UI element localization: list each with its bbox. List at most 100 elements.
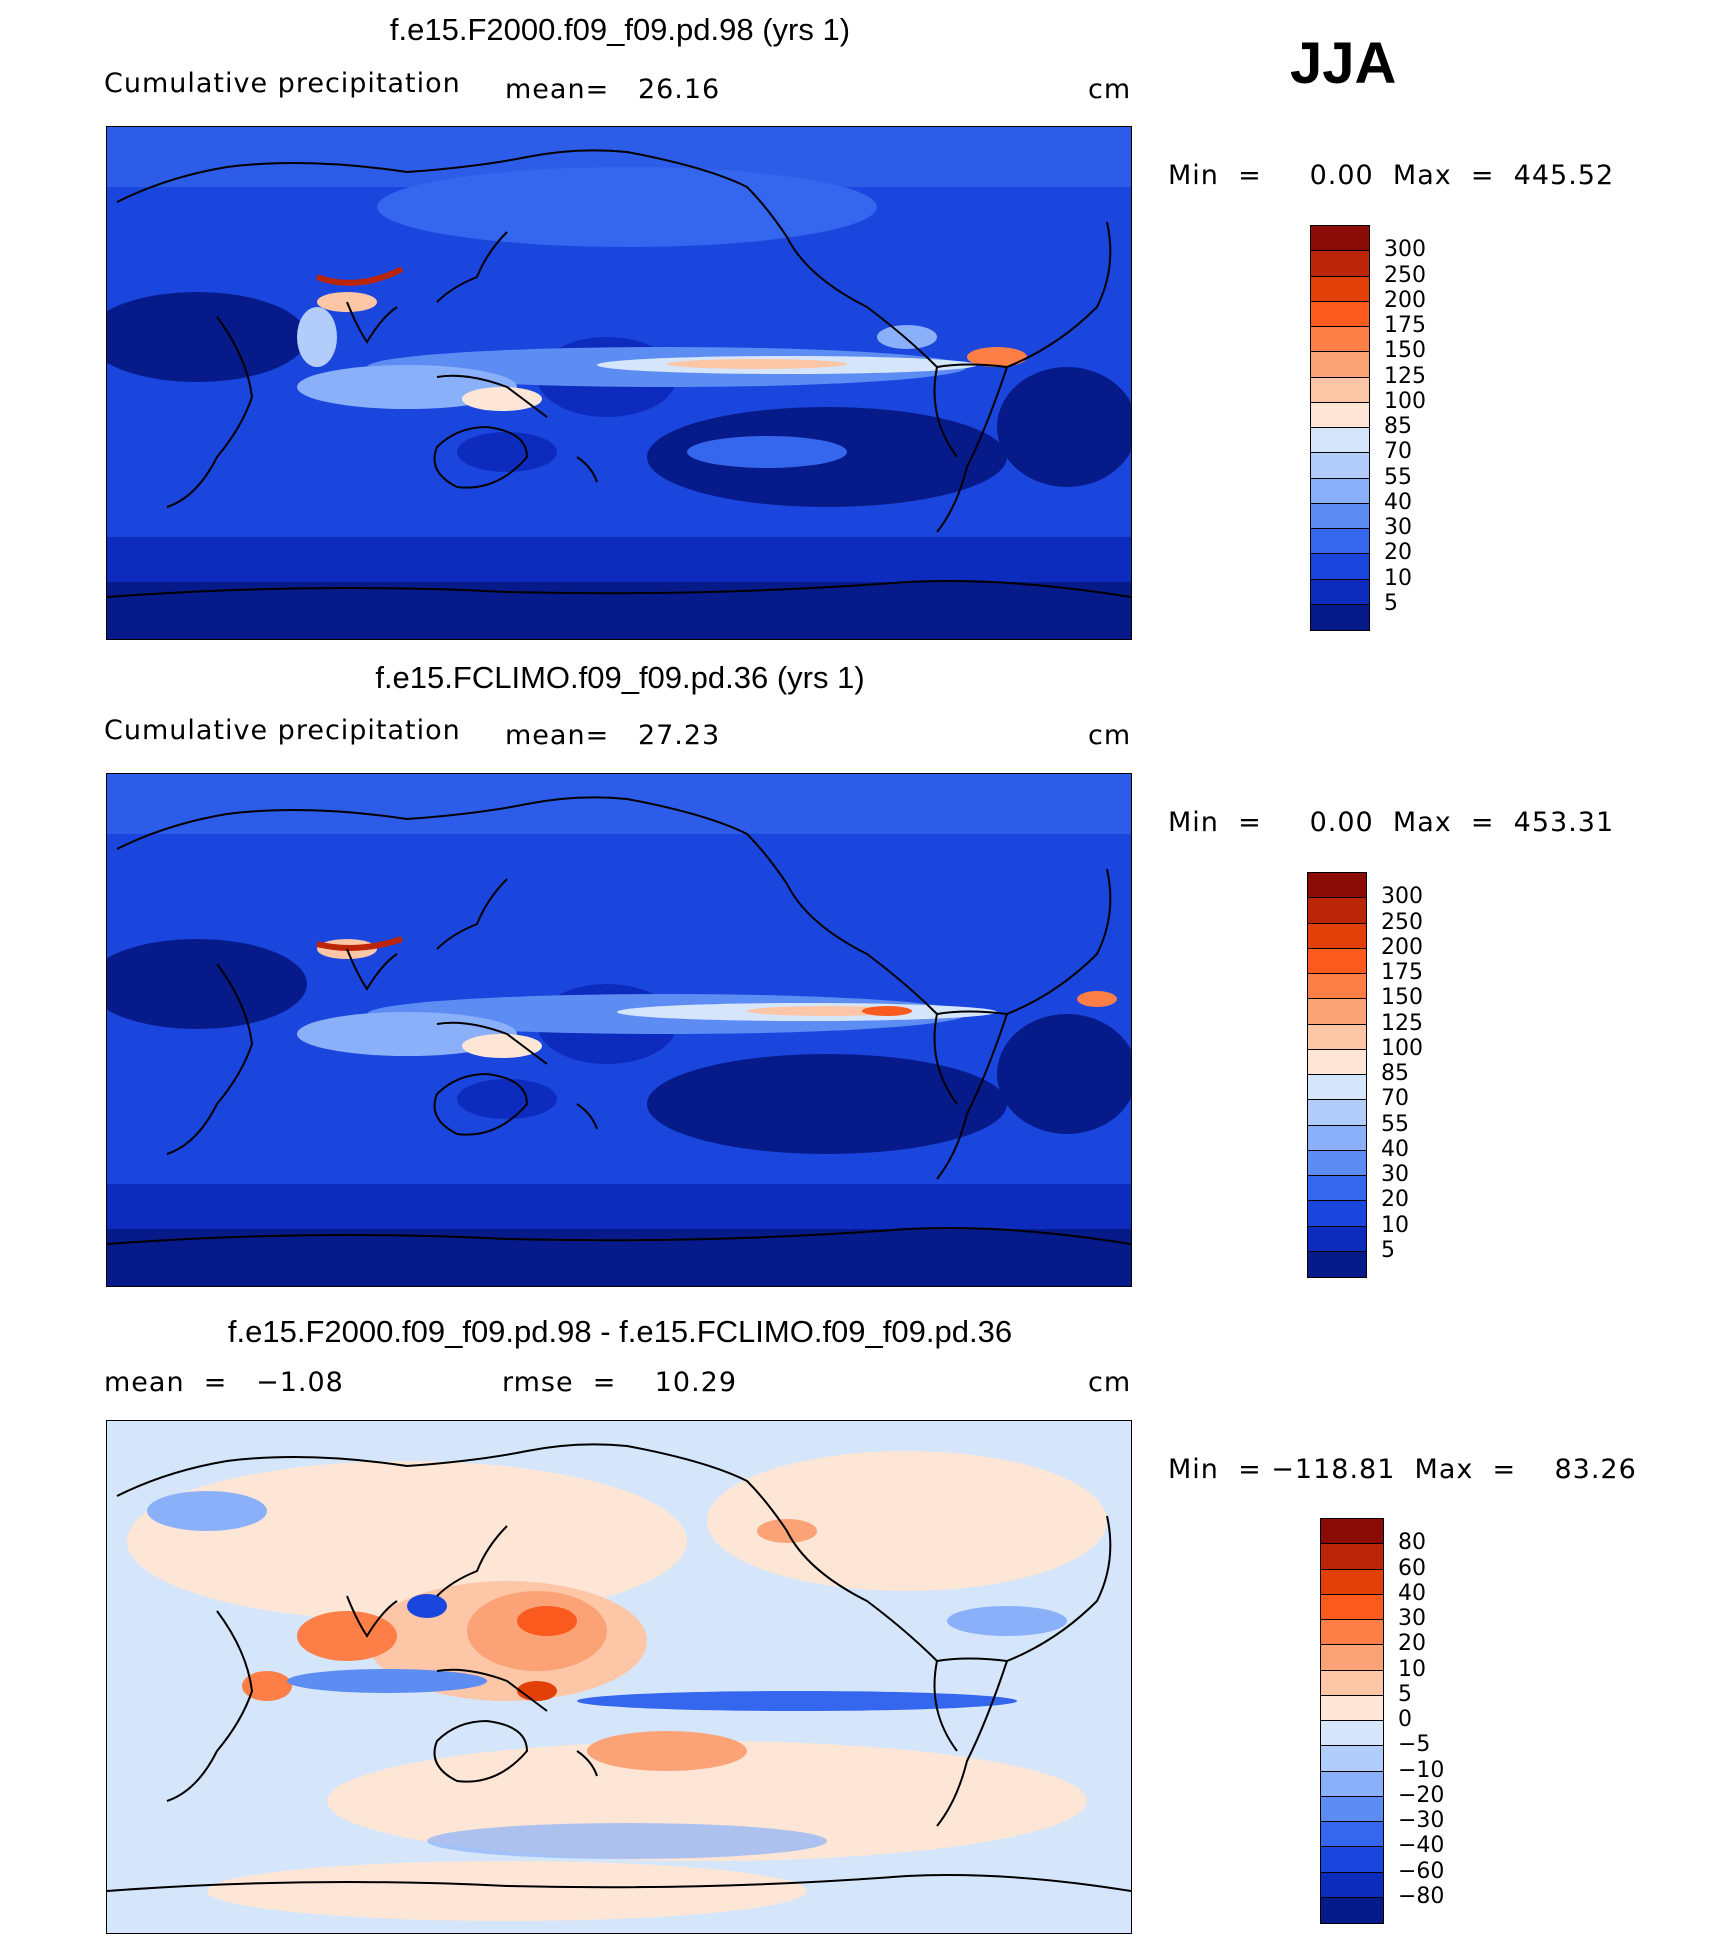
panel2-units: cm bbox=[1088, 720, 1132, 751]
colorbar-box bbox=[1308, 1150, 1366, 1176]
colorbar-tick-label: 200 bbox=[1381, 934, 1423, 960]
colorbar-box bbox=[1321, 1847, 1383, 1873]
colorbar-box bbox=[1321, 1670, 1383, 1696]
colorbar-tick-label: 85 bbox=[1381, 1061, 1409, 1086]
colorbar-tick-label: 70 bbox=[1381, 1086, 1409, 1112]
colorbar-tick-label: 150 bbox=[1384, 338, 1426, 364]
colorbar-tick-label: 10 bbox=[1381, 1212, 1409, 1238]
panel3-mean: mean = −1.08 bbox=[104, 1367, 344, 1398]
colorbar-box bbox=[1308, 1075, 1366, 1101]
colorbar-tick-label: 200 bbox=[1384, 287, 1426, 313]
panel2-colorbar bbox=[1307, 872, 1367, 1278]
colorbar-box bbox=[1308, 1100, 1366, 1126]
colorbar-tick-label: 40 bbox=[1398, 1580, 1426, 1606]
colorbar-tick-label: 5 bbox=[1384, 590, 1398, 616]
colorbar-tick-label: −30 bbox=[1398, 1808, 1445, 1833]
colorbar-tick-label: 100 bbox=[1381, 1035, 1423, 1061]
panel3-rmse: rmse = 10.29 bbox=[502, 1367, 738, 1398]
colorbar-box bbox=[1308, 1024, 1366, 1050]
panel1-subtitle: Cumulative precipitation bbox=[104, 68, 461, 99]
colorbar-tick-label: 10 bbox=[1398, 1656, 1426, 1682]
colorbar-box bbox=[1311, 327, 1369, 353]
colorbar-box bbox=[1311, 301, 1369, 327]
colorbar-box bbox=[1308, 1251, 1366, 1277]
colorbar-box bbox=[1311, 276, 1369, 302]
colorbar-tick-label: 30 bbox=[1384, 515, 1412, 540]
colorbar-tick-label: 100 bbox=[1384, 388, 1426, 414]
season-label: JJA bbox=[1290, 31, 1397, 96]
colorbar-box bbox=[1321, 1695, 1383, 1721]
panel1-units: cm bbox=[1088, 74, 1132, 105]
colorbar-box bbox=[1311, 503, 1369, 529]
colorbar-box bbox=[1321, 1594, 1383, 1620]
colorbar-tick-label: 5 bbox=[1398, 1681, 1412, 1707]
colorbar-box bbox=[1321, 1872, 1383, 1898]
colorbar-box bbox=[1311, 377, 1369, 403]
panel1-minmax: Min = 0.00 Max = 445.52 bbox=[1168, 160, 1615, 191]
colorbar-tick-label: 250 bbox=[1381, 909, 1423, 935]
panel2-mean: mean= 27.23 bbox=[505, 720, 721, 751]
colorbar-box bbox=[1311, 251, 1369, 277]
colorbar-box bbox=[1311, 579, 1369, 605]
colorbar-box bbox=[1321, 1620, 1383, 1646]
colorbar-box bbox=[1308, 948, 1366, 974]
colorbar-box bbox=[1321, 1822, 1383, 1848]
panel1-mean: mean= 26.16 bbox=[505, 74, 721, 105]
colorbar-box bbox=[1308, 1201, 1366, 1227]
colorbar-tick-label: 70 bbox=[1384, 439, 1412, 465]
colorbar-box bbox=[1308, 1125, 1366, 1151]
colorbar-tick-label: 55 bbox=[1381, 1111, 1409, 1137]
colorbar-box bbox=[1321, 1796, 1383, 1822]
panel2-map bbox=[106, 773, 1132, 1287]
colorbar-box bbox=[1311, 428, 1369, 454]
colorbar-box bbox=[1308, 873, 1366, 899]
colorbar-tick-label: 80 bbox=[1398, 1530, 1426, 1556]
colorbar-tick-label: 60 bbox=[1398, 1555, 1426, 1581]
colorbar-tick-label: 10 bbox=[1384, 565, 1412, 591]
colorbar-tick-label: 125 bbox=[1381, 1010, 1423, 1036]
colorbar-tick-label: −80 bbox=[1398, 1883, 1445, 1909]
colorbar-box bbox=[1321, 1897, 1383, 1923]
colorbar-tick-label: −5 bbox=[1398, 1732, 1431, 1758]
colorbar-box bbox=[1321, 1645, 1383, 1671]
colorbar-tick-label: 20 bbox=[1398, 1631, 1426, 1657]
colorbar-box bbox=[1308, 974, 1366, 1000]
colorbar-tick-label: 30 bbox=[1381, 1162, 1409, 1187]
colorbar-box bbox=[1321, 1771, 1383, 1797]
colorbar-tick-label: −10 bbox=[1398, 1757, 1445, 1783]
panel3-title: f.e15.F2000.f09_f09.pd.98 - f.e15.FCLIMO… bbox=[227, 1314, 1013, 1349]
panel3-units: cm bbox=[1088, 1367, 1132, 1398]
panel1-colorbar bbox=[1310, 225, 1370, 631]
colorbar-tick-label: 0 bbox=[1398, 1707, 1412, 1732]
panel2-minmax: Min = 0.00 Max = 453.31 bbox=[1168, 807, 1615, 838]
colorbar-box bbox=[1311, 352, 1369, 378]
colorbar-tick-label: 30 bbox=[1398, 1606, 1426, 1631]
colorbar-box bbox=[1311, 554, 1369, 580]
colorbar-box bbox=[1308, 999, 1366, 1025]
panel2-subtitle: Cumulative precipitation bbox=[104, 715, 461, 746]
colorbar-tick-label: 175 bbox=[1381, 960, 1423, 985]
colorbar-tick-label: 5 bbox=[1381, 1237, 1395, 1263]
colorbar-tick-label: 300 bbox=[1381, 884, 1423, 910]
colorbar-box bbox=[1311, 402, 1369, 428]
panel3-minmax: Min = −118.81 Max = 83.26 bbox=[1168, 1454, 1637, 1485]
colorbar-box bbox=[1311, 478, 1369, 504]
panel2-title: f.e15.FCLIMO.f09_f09.pd.36 (yrs 1) bbox=[375, 660, 865, 695]
colorbar-tick-label: −20 bbox=[1398, 1782, 1445, 1808]
colorbar-box bbox=[1321, 1519, 1383, 1545]
colorbar-tick-label: 55 bbox=[1384, 464, 1412, 490]
colorbar-tick-label: 250 bbox=[1384, 262, 1426, 288]
colorbar-tick-label: 175 bbox=[1384, 313, 1426, 338]
colorbar-tick-label: −40 bbox=[1398, 1833, 1445, 1859]
panel1-map bbox=[106, 126, 1132, 640]
colorbar-box bbox=[1321, 1746, 1383, 1772]
colorbar-tick-label: 20 bbox=[1381, 1187, 1409, 1213]
colorbar-box bbox=[1311, 604, 1369, 630]
colorbar-box bbox=[1308, 898, 1366, 924]
panel1-title: f.e15.F2000.f09_f09.pd.98 (yrs 1) bbox=[389, 12, 851, 47]
colorbar-box bbox=[1308, 1049, 1366, 1075]
colorbar-tick-label: 40 bbox=[1384, 489, 1412, 515]
colorbar-tick-label: 40 bbox=[1381, 1136, 1409, 1162]
colorbar-box bbox=[1308, 1226, 1366, 1252]
colorbar-box bbox=[1311, 226, 1369, 252]
